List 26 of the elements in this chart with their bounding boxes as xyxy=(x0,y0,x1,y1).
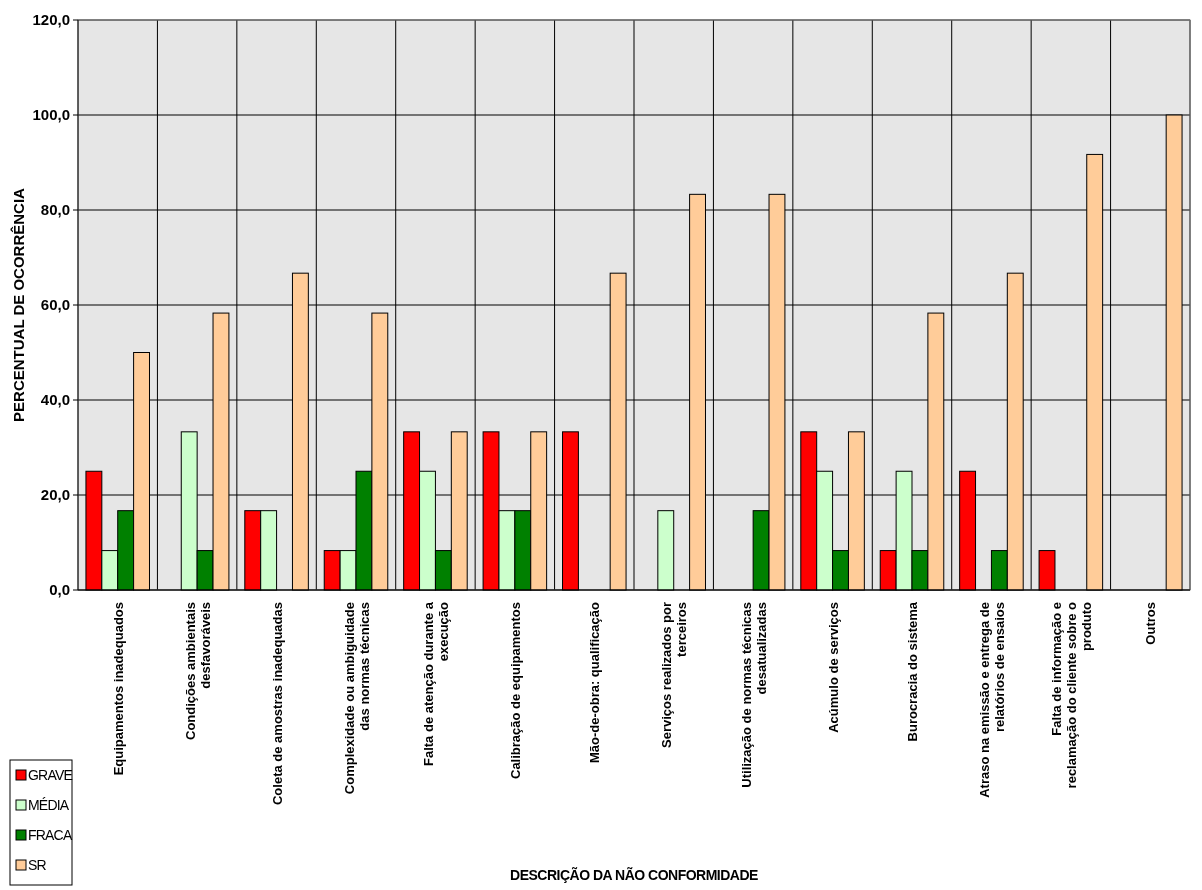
x-tick-label: Coleta de amostras inadequadas xyxy=(269,602,285,806)
y-tick-label: 120,0 xyxy=(32,11,70,29)
y-tick-label: 80,0 xyxy=(40,201,70,219)
y-axis-title: PERCENTUAL DE OCORRÊNCIA xyxy=(10,187,27,422)
y-tick-label: 40,0 xyxy=(40,391,70,409)
legend-label: GRAVE xyxy=(28,767,73,783)
legend-label: FRACA xyxy=(28,827,73,843)
y-tick-label: 100,0 xyxy=(32,106,70,124)
x-tick-label: Condições ambientais desfavoráveis xyxy=(182,602,213,740)
x-tick-label: Complexidade ou ambiguidade das normas técnicas xyxy=(341,602,372,795)
x-axis-title: DESCRIÇÃO DA NÃO CONFORMIDADE xyxy=(510,866,759,883)
y-tick-label: 60,0 xyxy=(40,296,70,314)
y-tick-label: 20,0 xyxy=(40,486,70,504)
x-tick-label: Outros xyxy=(1143,602,1159,645)
legend-label: SR xyxy=(28,857,47,873)
x-tick-label: Calibração de equipamentos xyxy=(507,602,523,779)
x-tick-label: Acúmulo de serviços xyxy=(825,602,841,733)
legend-label: MÉDIA xyxy=(28,797,70,813)
x-tick-label: Falta de atenção durante a execução xyxy=(420,601,451,766)
x-tick-label: Equipamentos inadequados xyxy=(110,602,126,776)
x-tick-label: Serviços realizados por terceiros xyxy=(659,602,690,748)
x-tick-label: Mão-de-obra: qualificação xyxy=(587,601,603,764)
y-tick-label: 0,0 xyxy=(49,581,70,599)
x-tick-label: Burocracia do sistema xyxy=(905,601,920,742)
x-tick-label: Falta de informação e reclamação do cliente sobre o produto xyxy=(1048,601,1094,789)
x-tick-label: Atraso na emissão e entrega de relatórios de ensaios xyxy=(976,602,1007,798)
